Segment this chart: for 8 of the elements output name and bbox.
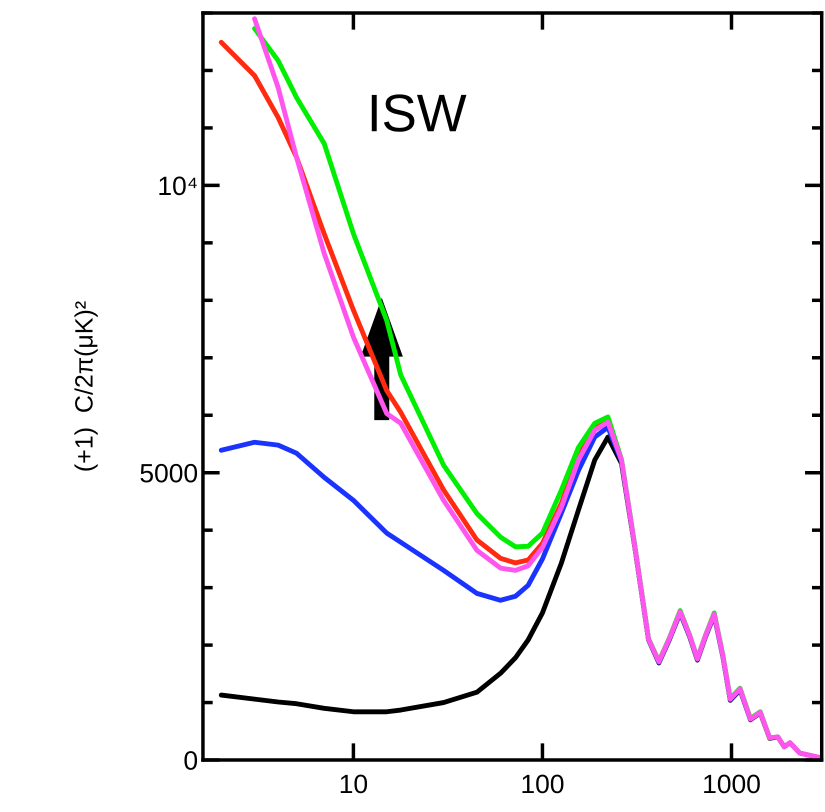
x-tick-label: 1000 [704,774,760,794]
y-tick-label: 0 [184,751,198,770]
y-tick-label: 10⁴ [159,176,197,196]
x-tick-label: 100 [522,774,564,794]
x-tick-label: 10 [340,774,368,794]
annotation: ISW [372,94,466,132]
y-tick-label: 5000 [140,464,198,483]
y-axis-title: (+1) C/2π(μK)² [74,301,98,471]
